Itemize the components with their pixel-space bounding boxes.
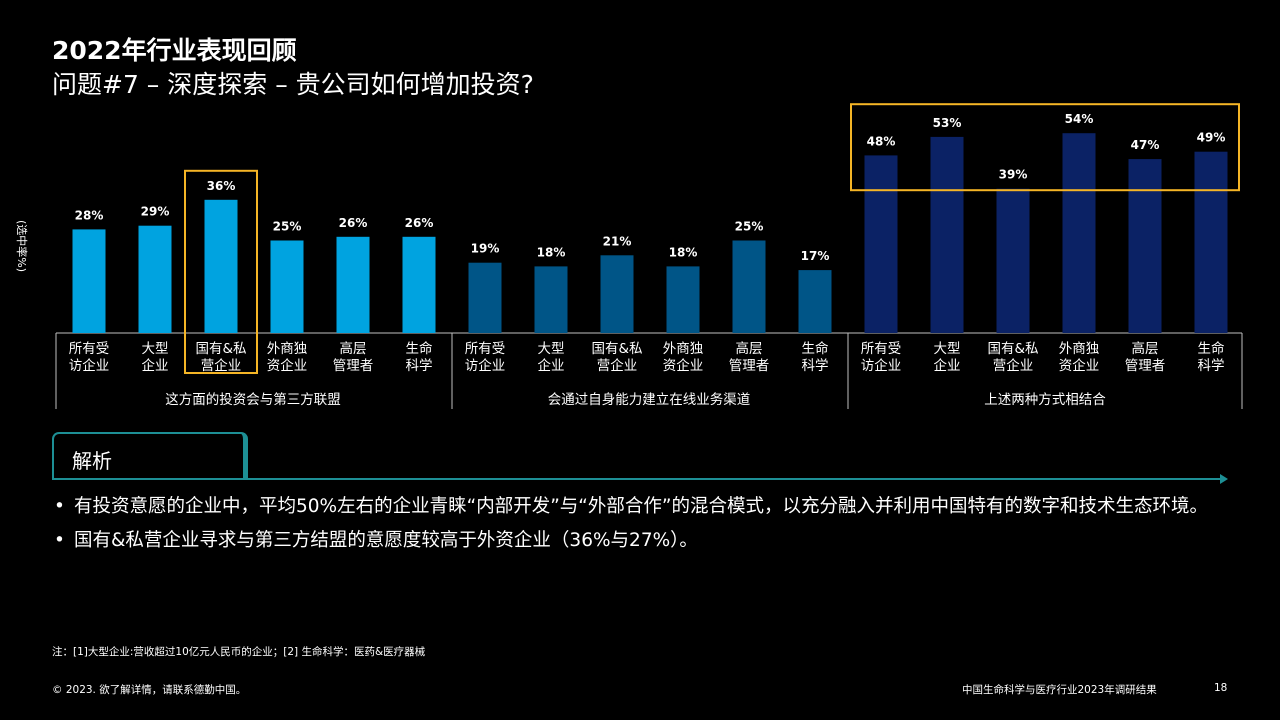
group-label: 会通过自身能力建立在线业务渠道 (548, 392, 751, 408)
category-tick-label: 所有受 (69, 341, 110, 357)
category-tick-label: 大型 (934, 341, 961, 357)
bar (138, 225, 172, 333)
bar-value-label: 29% (141, 205, 170, 219)
category-tick-label: 管理者 (729, 358, 770, 374)
category-tick-label: 企业 (538, 357, 565, 374)
category-tick-label: 国有&私 (987, 341, 1038, 357)
highlight-box (850, 103, 1240, 192)
footnote: 注：[1]大型企业:营收超过10亿元人民币的企业；[2] 生命科学：医药&医疗器… (52, 646, 426, 658)
bar (1194, 151, 1228, 333)
bar-value-label: 28% (75, 208, 104, 222)
bar (72, 229, 106, 333)
bar-value-label: 25% (735, 220, 764, 234)
bar-value-label: 19% (471, 242, 500, 256)
copyright: © 2023. 欲了解详情，请联系德勤中国。 (52, 684, 247, 696)
category-tick-label: 生命 (1198, 340, 1226, 357)
bar-value-label: 54% (1065, 112, 1094, 126)
arrow-right-icon (1220, 474, 1228, 484)
category-tick-label: 访企业 (465, 357, 506, 374)
category-tick-label: 科学 (406, 358, 433, 374)
category-tick-label: 管理者 (333, 358, 374, 374)
analysis-divider (52, 478, 1222, 480)
bar (666, 266, 700, 333)
page-number: 18 (1214, 682, 1228, 694)
page-title: 2022年行业表现回顾 (52, 36, 297, 65)
bar (798, 270, 832, 333)
category-tick-label: 管理者 (1125, 358, 1166, 374)
analysis-tab: 解析 (52, 432, 248, 478)
bar-value-label: 49% (1197, 131, 1226, 145)
category-tick-label: 所有受 (465, 341, 506, 357)
category-tick-label: 国有&私 (195, 341, 246, 357)
category-tick-label: 营企业 (597, 357, 638, 374)
category-tick-label: 大型 (538, 341, 565, 357)
bar (600, 255, 634, 333)
category-tick-label: 生命 (802, 340, 830, 357)
bar-value-label: 18% (669, 245, 698, 259)
bar-chart: 28%所有受访企业29%大型企业36%国有&私营企业25%外商独资企业26%高层… (55, 103, 1243, 409)
category-tick-label: 所有受 (861, 341, 902, 357)
bar (402, 236, 436, 333)
bar (1128, 159, 1162, 333)
bar (270, 240, 304, 333)
category-tick-label: 企业 (142, 357, 169, 374)
category-tick-label: 访企业 (69, 357, 110, 374)
bar (864, 155, 898, 333)
page-subtitle: 问题#7 – 深度探索 – 贵公司如何增加投资? (52, 70, 534, 99)
bar (930, 136, 964, 333)
bar-value-label: 21% (603, 234, 632, 248)
highlight-box (184, 169, 258, 374)
category-tick-label: 科学 (1198, 358, 1225, 374)
bar-value-label: 25% (273, 220, 302, 234)
bar (204, 199, 238, 333)
bar (996, 188, 1030, 333)
bar-value-label: 17% (801, 249, 830, 263)
analysis-label: 解析 (72, 449, 112, 473)
bar (534, 266, 568, 333)
category-tick-label: 大型 (142, 341, 169, 357)
bar (1062, 133, 1096, 333)
analysis-bullet: 有投资意愿的企业中，平均50%左右的企业青睐“内部开发”与“外部合作”的混合模式… (52, 494, 1242, 520)
category-tick-label: 企业 (934, 357, 961, 374)
category-tick-label: 营企业 (201, 357, 242, 374)
bar-value-label: 26% (405, 216, 434, 230)
bar (468, 262, 502, 333)
category-tick-label: 生命 (406, 340, 433, 357)
group-label: 这方面的投资会与第三方联盟 (165, 391, 341, 408)
bar-value-label: 39% (999, 168, 1028, 182)
category-tick-label: 资企业 (267, 357, 308, 374)
analysis-bullet: 国有&私营企业寻求与第三方结盟的意愿度较高于外资企业（36%与27%）。 (52, 528, 1242, 554)
report-title: 中国生命科学与医疗行业2023年调研结果 (962, 684, 1157, 696)
category-tick-label: 国有&私 (591, 341, 642, 357)
category-tick-label: 资企业 (1059, 357, 1100, 374)
category-tick-label: 外商独 (1059, 341, 1100, 357)
category-tick-label: 科学 (802, 358, 829, 374)
bar-value-label: 18% (537, 245, 566, 259)
category-tick-label: 高层 (736, 340, 763, 357)
category-tick-label: 外商独 (267, 341, 308, 357)
group-label: 上述两种方式相结合 (984, 392, 1106, 408)
category-tick-label: 访企业 (861, 357, 902, 374)
category-tick-label: 高层 (1132, 340, 1159, 357)
bar (336, 236, 370, 333)
bar-value-label: 26% (339, 216, 368, 230)
category-tick-label: 外商独 (663, 341, 704, 357)
bar-value-label: 48% (867, 134, 896, 148)
category-tick-label: 高层 (340, 340, 367, 357)
analysis-bullets: 有投资意愿的企业中，平均50%左右的企业青睐“内部开发”与“外部合作”的混合模式… (52, 494, 1242, 562)
bar-value-label: 47% (1131, 138, 1160, 152)
category-tick-label: 资企业 (663, 357, 704, 374)
bar-value-label: 53% (933, 116, 962, 130)
bar-value-label: 36% (207, 179, 236, 193)
bar (732, 240, 766, 333)
category-tick-label: 营企业 (993, 357, 1034, 374)
